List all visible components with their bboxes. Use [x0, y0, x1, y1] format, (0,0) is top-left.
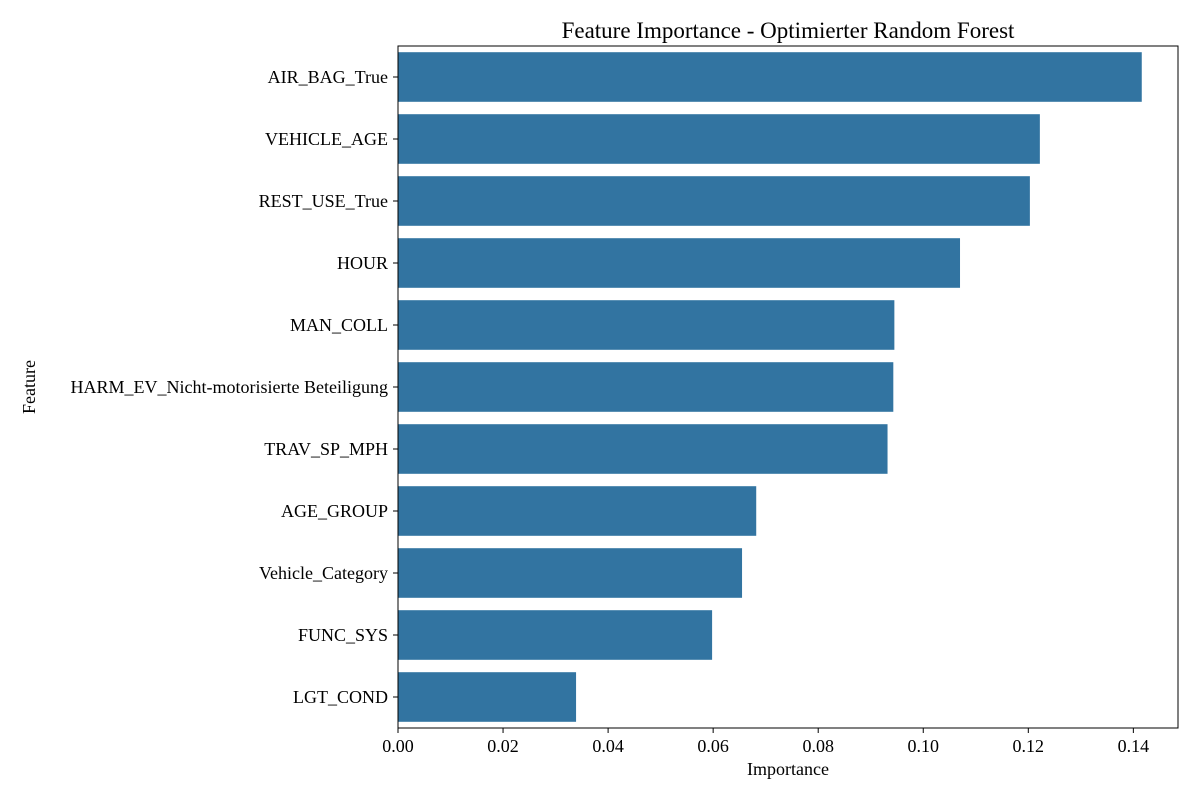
x-tick-label: 0.12 — [1013, 736, 1045, 756]
x-tick-label: 0.10 — [908, 736, 940, 756]
y-tick-label: HOUR — [337, 253, 388, 273]
y-tick-label: VEHICLE_AGE — [265, 129, 388, 149]
x-tick-label: 0.06 — [697, 736, 729, 756]
x-axis-label: Importance — [747, 759, 829, 779]
bar-trav-sp-mph — [398, 424, 888, 474]
y-tick-label: AGE_GROUP — [281, 501, 388, 521]
y-tick-label: REST_USE_True — [259, 191, 388, 211]
bar-lgt-cond — [398, 672, 577, 722]
bar-man-coll — [398, 300, 895, 350]
bar-age-group — [398, 486, 757, 536]
x-tick-label: 0.08 — [802, 736, 834, 756]
bar-vehicle-category — [398, 548, 743, 598]
y-axis-ticks: AIR_BAG_True VEHICLE_AGE REST_USE_True HOUR… — [71, 67, 398, 707]
y-tick-label: MAN_COLL — [290, 315, 388, 335]
y-tick-label: AIR_BAG_True — [268, 67, 388, 87]
bar-air-bag-true — [398, 52, 1142, 102]
x-tick-label: 0.14 — [1118, 736, 1150, 756]
bar-vehicle-age — [398, 114, 1040, 164]
x-axis-ticks: 0.00 0.02 0.04 0.06 0.08 0.10 0.12 0.14 — [382, 728, 1149, 756]
x-tick-label: 0.00 — [382, 736, 414, 756]
bar-func-sys — [398, 610, 713, 660]
chart-title: Feature Importance - Optimierter Random … — [562, 18, 1015, 43]
plot-frame — [397, 45, 1179, 729]
y-tick-label: LGT_COND — [293, 687, 388, 707]
bar-harm-ev-nicht-motorisierte-beteiligung — [398, 362, 894, 412]
x-tick-label: 0.02 — [487, 736, 519, 756]
y-tick-label: Vehicle_Category — [259, 563, 388, 583]
y-tick-label: HARM_EV_Nicht-motorisierte Beteiligung — [71, 377, 388, 397]
x-tick-label: 0.04 — [592, 736, 624, 756]
y-tick-label: TRAV_SP_MPH — [264, 439, 388, 459]
y-axis-label: Feature — [19, 360, 39, 414]
bars-layer — [398, 52, 1142, 722]
bar-hour — [398, 238, 961, 288]
y-tick-label: FUNC_SYS — [298, 625, 388, 645]
bar-rest-use-true — [398, 176, 1030, 226]
